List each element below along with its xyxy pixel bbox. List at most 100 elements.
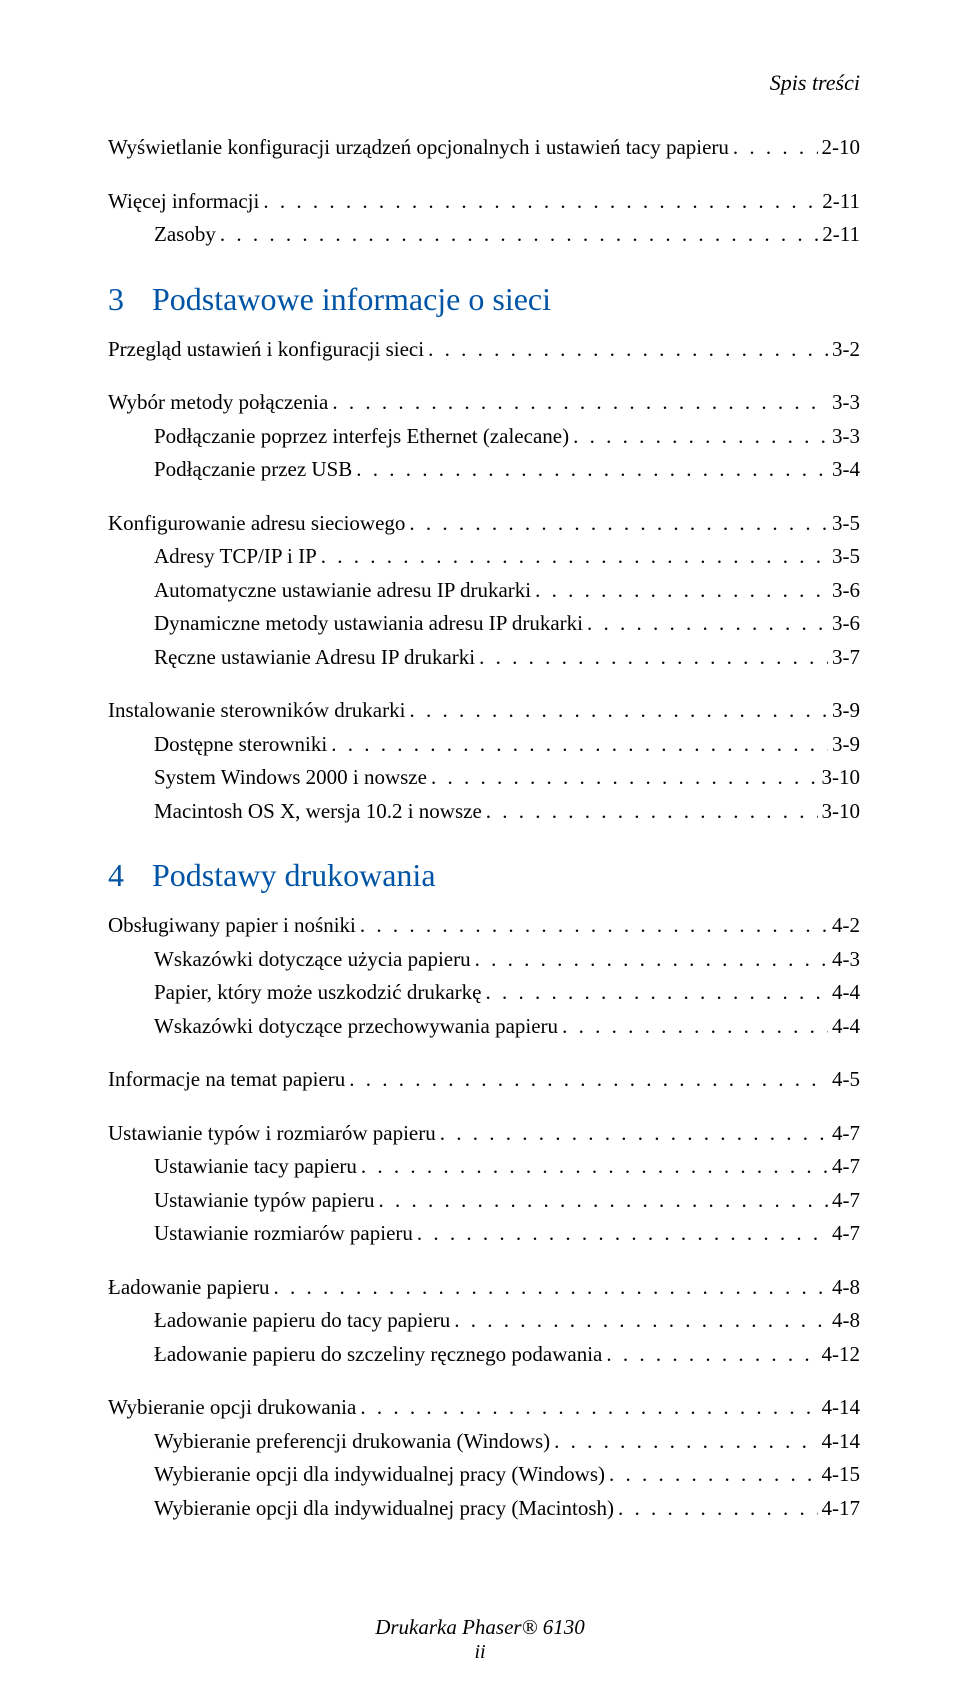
toc-label: Instalowanie sterowników drukarki <box>108 695 405 727</box>
toc-leader <box>357 1151 828 1183</box>
toc-label: Wybieranie opcji dla indywidualnej pracy… <box>154 1493 614 1525</box>
toc-leader <box>356 1392 817 1424</box>
toc-page: 3-9 <box>828 729 860 761</box>
toc-entry: Adresy TCP/IP i IP3-5 <box>108 541 860 573</box>
toc-page: 4-7 <box>828 1118 860 1150</box>
toc-label: System Windows 2000 i nowsze <box>154 762 427 794</box>
toc-leader <box>450 1305 828 1337</box>
toc-leader <box>374 1185 828 1217</box>
toc-entry: Obsługiwany papier i nośniki4-2 <box>108 910 860 942</box>
toc-label: Macintosh OS X, wersja 10.2 i nowsze <box>154 796 482 828</box>
toc-entry: System Windows 2000 i nowsze 3-10 <box>108 762 860 794</box>
toc-page: 4-14 <box>818 1426 861 1458</box>
toc-entry: Instalowanie sterowników drukarki3-9 <box>108 695 860 727</box>
toc-entry: Podłączanie poprzez interfejs Ethernet (… <box>108 421 860 453</box>
page-folio: ii <box>0 1641 960 1664</box>
toc-entry: Papier, który może uszkodzić drukarkę4-4 <box>108 977 860 1009</box>
toc-label: Wskazówki dotyczące użycia papieru <box>154 944 471 976</box>
toc-page: 2-11 <box>818 186 860 218</box>
toc-entry: Ładowanie papieru do szczeliny ręcznego … <box>108 1339 860 1371</box>
toc-leader <box>424 334 828 366</box>
toc-entry: Wskazówki dotyczące przechowywania papie… <box>108 1011 860 1043</box>
toc-leader <box>482 796 818 828</box>
toc-page: 3-10 <box>818 762 861 794</box>
toc-leader <box>531 575 828 607</box>
chapter-number: 4 <box>108 857 152 894</box>
toc-leader <box>427 762 818 794</box>
toc-page: 4-4 <box>828 1011 860 1043</box>
toc-leader <box>550 1426 817 1458</box>
toc-label: Ustawianie typów papieru <box>154 1185 374 1217</box>
toc-leader <box>328 387 828 419</box>
toc-label: Wybieranie opcji dla indywidualnej pracy… <box>154 1459 605 1491</box>
toc-page: 3-5 <box>828 508 860 540</box>
toc-label: Automatyczne ustawianie adresu IP drukar… <box>154 575 531 607</box>
toc-leader <box>405 695 828 727</box>
toc-entry: Więcej informacji 2-11 <box>108 186 860 218</box>
toc-label: Wybieranie preferencji drukowania (Windo… <box>154 1426 550 1458</box>
toc-label: Ręczne ustawianie Adresu IP drukarki <box>154 642 475 674</box>
toc-entry: Automatyczne ustawianie adresu IP drukar… <box>108 575 860 607</box>
toc-page: 3-6 <box>828 608 860 640</box>
page: Spis treści Wyświetlanie konfiguracji ur… <box>0 0 960 1694</box>
toc-page: 2-11 <box>818 219 860 251</box>
toc-entry: Ustawianie typów i rozmiarów papieru 4-7 <box>108 1118 860 1150</box>
toc-label: Ustawianie tacy papieru <box>154 1151 357 1183</box>
toc-entry: Ładowanie papieru do tacy papieru 4-8 <box>108 1305 860 1337</box>
toc-label: Informacje na temat papieru <box>108 1064 345 1096</box>
toc-label: Dynamiczne metody ustawiania adresu IP d… <box>154 608 583 640</box>
toc-leader <box>327 729 828 761</box>
toc-label: Przegląd ustawień i konfiguracji sieci <box>108 334 424 366</box>
toc-page: 4-8 <box>828 1305 860 1337</box>
toc-label: Dostępne sterowniki <box>154 729 327 761</box>
toc-entry: Ustawianie typów papieru4-7 <box>108 1185 860 1217</box>
toc-entry: Wyświetlanie konfiguracji urządzeń opcjo… <box>108 132 860 164</box>
toc-label: Ustawianie typów i rozmiarów papieru <box>108 1118 436 1150</box>
toc-page: 4-14 <box>818 1392 861 1424</box>
toc-entry: Ustawianie tacy papieru 4-7 <box>108 1151 860 1183</box>
toc-page: 4-3 <box>828 944 860 976</box>
chapter-heading: 4 Podstawy drukowania <box>108 857 860 894</box>
toc-entry: Wybór metody połączenia 3-3 <box>108 387 860 419</box>
toc-entry: Podłączanie przez USB3-4 <box>108 454 860 486</box>
toc-leader <box>317 541 828 573</box>
toc-label: Więcej informacji <box>108 186 259 218</box>
toc-leader <box>259 186 818 218</box>
toc-leader <box>475 642 828 674</box>
toc-leader <box>602 1339 817 1371</box>
toc-label: Ładowanie papieru do tacy papieru <box>154 1305 450 1337</box>
toc-leader <box>356 910 828 942</box>
toc-leader <box>270 1272 828 1304</box>
toc-page: 3-5 <box>828 541 860 573</box>
toc-entry: Wybieranie preferencji drukowania (Windo… <box>108 1426 860 1458</box>
toc-label: Ładowanie papieru <box>108 1272 270 1304</box>
toc-label: Wyświetlanie konfiguracji urządzeń opcjo… <box>108 132 729 164</box>
toc-leader <box>352 454 828 486</box>
toc-leader <box>216 219 818 251</box>
toc-label: Ładowanie papieru do szczeliny ręcznego … <box>154 1339 602 1371</box>
toc-label: Wybieranie opcji drukowania <box>108 1392 356 1424</box>
toc-leader <box>471 944 828 976</box>
chapter-number: 3 <box>108 281 152 318</box>
chapter-title: Podstawy drukowania <box>152 857 436 894</box>
toc-entry: Macintosh OS X, wersja 10.2 i nowsze3-10 <box>108 796 860 828</box>
toc-entry: Wybieranie opcji drukowania 4-14 <box>108 1392 860 1424</box>
toc-label: Zasoby <box>154 219 216 251</box>
toc-page: 3-6 <box>828 575 860 607</box>
toc-entry: Informacje na temat papieru4-5 <box>108 1064 860 1096</box>
toc-entry: Konfigurowanie adresu sieciowego3-5 <box>108 508 860 540</box>
toc-page: 4-12 <box>818 1339 861 1371</box>
toc-entry: Zasoby 2-11 <box>108 219 860 251</box>
toc-page: 3-3 <box>828 387 860 419</box>
chapter-heading: 3 Podstawowe informacje o sieci <box>108 281 860 318</box>
toc-page: 4-17 <box>818 1493 861 1525</box>
toc-leader <box>558 1011 828 1043</box>
toc-page: 4-8 <box>828 1272 860 1304</box>
toc-page: 4-7 <box>828 1151 860 1183</box>
toc-entry: Wybieranie opcji dla indywidualnej pracy… <box>108 1493 860 1525</box>
toc-entry: Dynamiczne metody ustawiania adresu IP d… <box>108 608 860 640</box>
toc-leader <box>569 421 828 453</box>
toc-page: 2-10 <box>818 132 861 164</box>
toc-label: Wybór metody połączenia <box>108 387 328 419</box>
toc-label: Obsługiwany papier i nośniki <box>108 910 356 942</box>
